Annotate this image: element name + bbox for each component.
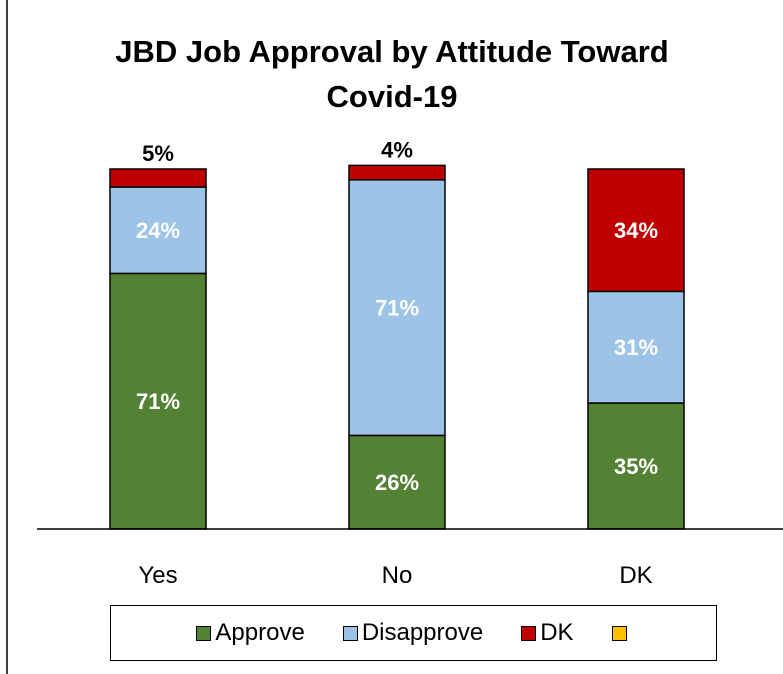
chart-title-line-2: Covid-19 xyxy=(327,79,458,114)
legend-swatch-disapprove xyxy=(342,625,358,641)
legend-item-blank xyxy=(611,625,631,641)
bar-dk-dk xyxy=(587,168,685,293)
chart-title-line-1: JBD Job Approval by Attitude Toward xyxy=(115,34,668,69)
data-label-yes-approve: 71% xyxy=(136,389,180,414)
legend-swatch-blank xyxy=(611,625,627,641)
legend-item-disapprove: Disapprove xyxy=(342,619,484,647)
legend: Approve Disapprove DK xyxy=(110,605,717,661)
data-label-dk-dk: 34% xyxy=(614,218,658,243)
x-tick-labels: Yes No DK xyxy=(138,562,652,589)
bar-yes-disapprove xyxy=(109,186,207,275)
data-label-dk-disapprove: 31% xyxy=(614,335,658,360)
data-label-yes-disapprove: 24% xyxy=(136,218,180,243)
legend-label-dk: DK xyxy=(540,619,574,646)
legend-swatch-dk xyxy=(521,625,537,641)
data-label-dk-approve: 35% xyxy=(614,454,658,479)
bar-yes-dk xyxy=(109,168,207,188)
data-label-yes-dk: 5% xyxy=(142,141,174,166)
legend-item-approve: Approve xyxy=(196,619,305,647)
bar-no-dk xyxy=(348,164,446,181)
legend-swatch-approve xyxy=(196,625,212,641)
x-tick-label-dk: DK xyxy=(619,562,652,589)
data-label-no-dk: 4% xyxy=(381,137,413,162)
bars-group: 71% 24% 5% 26% 71% 4% 35% 31% 34% xyxy=(109,137,685,530)
data-label-no-disapprove: 71% xyxy=(375,296,419,321)
x-tick-label-yes: Yes xyxy=(138,562,177,589)
legend-item-dk: DK xyxy=(521,619,574,647)
legend-label-approve: Approve xyxy=(215,619,305,646)
data-label-no-approve: 26% xyxy=(375,470,419,495)
bar-dk-disapprove xyxy=(587,290,685,404)
legend-label-disapprove: Disapprove xyxy=(361,619,484,646)
bar-dk-approve xyxy=(587,402,685,530)
x-tick-label-no: No xyxy=(382,562,413,589)
bar-no-disapprove xyxy=(348,179,446,437)
